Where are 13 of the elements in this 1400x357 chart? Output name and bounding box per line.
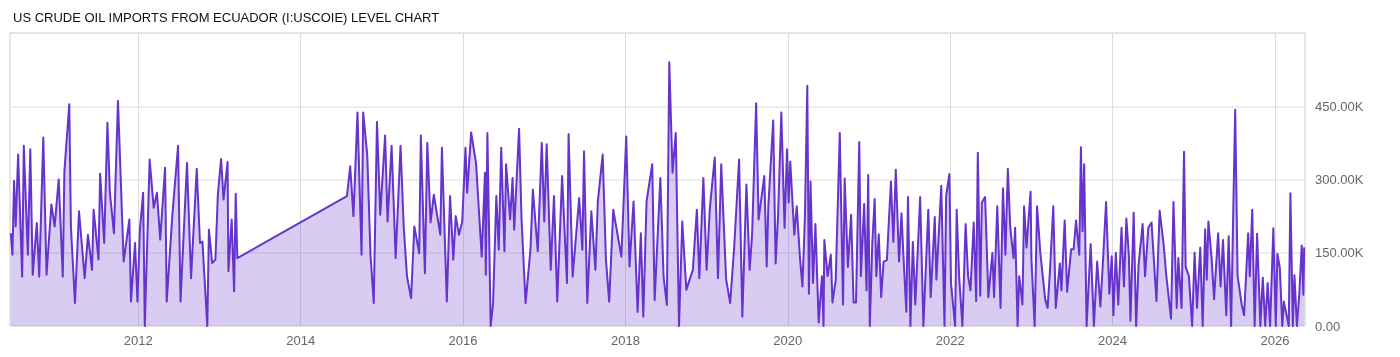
x-tick-label: 2024 bbox=[1098, 333, 1128, 348]
y-tick-label: 0.00 bbox=[1315, 318, 1341, 334]
y-tick-label: 450.00K bbox=[1315, 98, 1364, 114]
x-tick-label: 2022 bbox=[935, 333, 965, 348]
y-tick-label: 150.00K bbox=[1315, 245, 1364, 261]
x-tick-label: 2026 bbox=[1260, 333, 1290, 348]
chart-title: US CRUDE OIL IMPORTS FROM ECUADOR (I:USCOIE) LEVEL CHART bbox=[13, 10, 440, 25]
x-tick-label: 2012 bbox=[123, 333, 153, 348]
x-tick-label: 2020 bbox=[773, 333, 803, 348]
y-tick-label: 300.00K bbox=[1315, 172, 1364, 187]
x-tick-label: 2014 bbox=[286, 333, 316, 348]
x-tick-label: 2016 bbox=[448, 333, 478, 348]
x-tick-label: 2018 bbox=[610, 333, 640, 348]
